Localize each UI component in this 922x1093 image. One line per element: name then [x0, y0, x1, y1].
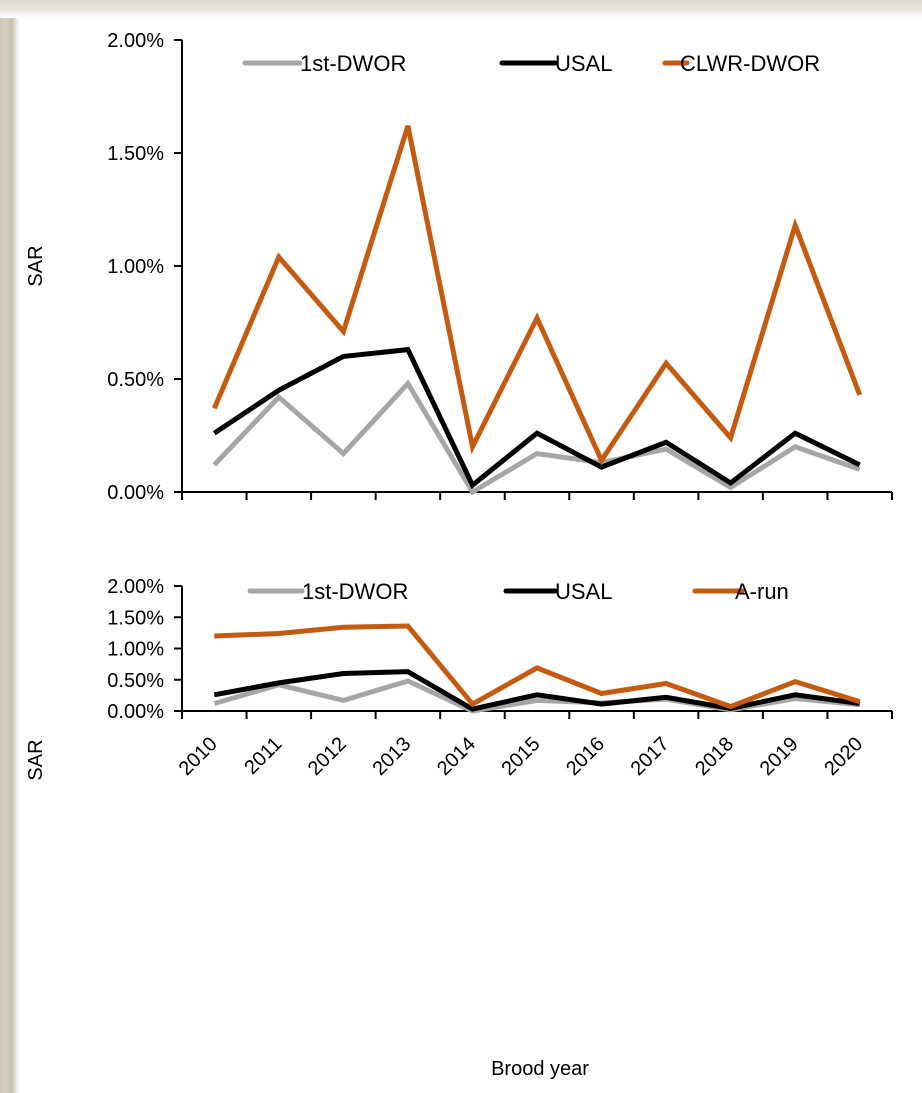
chart-bottom: 0.00% 0.50% 1.00% 1.50% 2.00% 2010 2011 2012 201…: [25, 576, 893, 1080]
y-tick-label: 2.00%: [107, 576, 164, 598]
y-tick-label: 1.50%: [107, 607, 164, 629]
chart-top: 0.00% 0.50% 1.00% 1.50% 2.00% SAR 1st-DWOR USAL…: [25, 30, 893, 504]
legend-label: 1st-DWOR: [300, 51, 406, 76]
y-tick-label: 1.00%: [107, 256, 164, 278]
y-tick-label: 2.00%: [107, 30, 164, 52]
y-tick-label: 0.50%: [107, 670, 164, 692]
x-tick-label: 2013: [368, 733, 415, 780]
x-tick-label: 2012: [304, 733, 351, 780]
x-tick-label: 2014: [433, 733, 480, 780]
x-tick-label: 2018: [691, 733, 738, 780]
x-tick-label: 2020: [820, 733, 867, 780]
y-tick-label: 0.00%: [107, 701, 164, 723]
x-tick-label: 2010: [175, 733, 222, 780]
series-line-clwr-dwor: [212, 125, 863, 466]
series-line-1st-dwor: [212, 379, 861, 496]
y-axis-title: SAR: [25, 739, 47, 780]
x-tick-label: 2016: [562, 733, 609, 780]
y-tick-label: 1.00%: [107, 639, 164, 661]
legend-label: 1st-DWOR: [302, 579, 408, 604]
legend-label: USAL: [555, 51, 612, 76]
y-tick-label: 1.50%: [107, 143, 164, 165]
x-tick-label: 2019: [756, 733, 803, 780]
x-tick-label: 2011: [240, 733, 286, 779]
y-axis-title: SAR: [25, 245, 47, 286]
x-tick-label: 2017: [627, 733, 674, 780]
legend-label: USAL: [555, 579, 612, 604]
page-background-top: [0, 0, 922, 18]
legend-label: A-run: [735, 579, 789, 604]
legend-label: CLWR-DWOR: [680, 51, 820, 76]
y-tick-label: 0.00%: [107, 482, 164, 504]
x-axis-title: Brood year: [491, 1058, 589, 1080]
y-tick-label: 0.50%: [107, 369, 164, 391]
x-tick-label: 2015: [498, 733, 545, 780]
